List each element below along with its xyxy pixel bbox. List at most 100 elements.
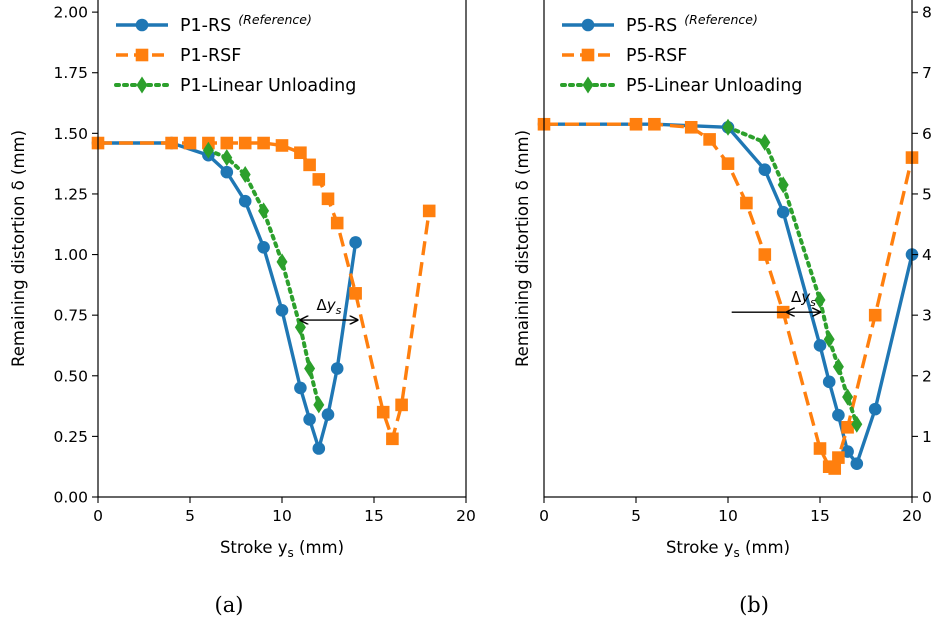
ticks-layer-a: 0 5 10 15 20 0.00 0.25 0.50 0.75 1.00 1.25 1.50 1.75…	[53, 4, 475, 525]
data-point	[312, 442, 326, 455]
data-point	[275, 304, 289, 317]
data-point	[294, 318, 306, 336]
data-point	[165, 136, 178, 150]
data-point	[202, 141, 214, 159]
x-tick-label: 5	[185, 507, 195, 525]
data-point	[313, 396, 325, 414]
caption-b: (b)	[739, 593, 769, 617]
data-point	[386, 432, 399, 446]
y-tick-label: 7	[922, 64, 932, 82]
series-line-p5-linear-unloading	[726, 125, 859, 427]
data-point	[629, 117, 643, 131]
data-point	[422, 204, 436, 218]
x-tick-label: 5	[631, 507, 641, 525]
data-point	[221, 149, 233, 167]
series-layer-b	[537, 117, 919, 475]
data-point	[376, 405, 390, 419]
y-tick-label: 0	[922, 489, 932, 507]
data-point	[220, 165, 234, 179]
y-axis-label-b: Remaining distortion δ (mm)	[513, 130, 532, 367]
data-point	[304, 360, 316, 378]
y-axis-label-a: Remaining distortion δ (mm)	[9, 130, 28, 367]
legend-marker	[581, 48, 595, 62]
x-axis-label-a: Stroke ys (mm)	[220, 538, 344, 560]
data-point	[841, 420, 854, 434]
data-point	[330, 362, 344, 375]
x-tick-label: 20	[456, 507, 476, 525]
data-point	[868, 402, 882, 416]
data-point	[842, 388, 854, 406]
legend-marker	[135, 18, 149, 32]
y-tick-label: 0.00	[53, 489, 88, 507]
data-point	[828, 462, 842, 475]
data-point	[777, 176, 789, 194]
data-point	[740, 196, 753, 210]
y-tick-label: 0.50	[53, 367, 88, 385]
data-point	[868, 308, 882, 322]
x-tick-label: 0	[93, 507, 103, 525]
data-point	[239, 166, 251, 184]
data-point	[321, 408, 335, 421]
legend-label: P1-Linear Unloading	[180, 76, 356, 96]
data-point	[758, 163, 772, 177]
data-point	[648, 117, 661, 131]
series-line-p5-rs	[544, 122, 914, 466]
y-tick-label: 2	[922, 367, 932, 385]
y-tick-label: 5	[922, 185, 932, 203]
data-point	[703, 133, 716, 146]
y-tick-label: 6	[922, 125, 932, 143]
x-tick-label: 10	[718, 507, 738, 525]
data-point	[684, 120, 698, 134]
legend-reference-note: (Reference)	[238, 12, 312, 27]
data-point	[183, 136, 197, 150]
data-point	[276, 253, 288, 271]
x-tick-label: 10	[272, 507, 292, 525]
legend-marker	[136, 76, 148, 94]
chart-panel-a: Δys 0 5 10 15 20 0.00 0.25 0.50 0.75 1.00 1.25 1.50…	[9, 0, 476, 617]
legend-label: P5-RS	[626, 16, 677, 36]
legend-reference-note: (Reference)	[684, 12, 758, 27]
legend-label: P5-Linear Unloading	[626, 76, 802, 96]
data-point	[258, 202, 270, 220]
x-tick-label: 0	[539, 507, 549, 525]
data-point	[813, 442, 827, 455]
data-point	[238, 194, 252, 208]
data-point	[721, 157, 735, 170]
data-point	[238, 136, 252, 150]
data-point	[220, 136, 234, 150]
data-point	[257, 240, 270, 254]
data-point	[813, 339, 827, 352]
data-point	[822, 375, 836, 389]
data-point	[294, 381, 307, 395]
data-point	[832, 408, 845, 422]
data-point	[257, 136, 270, 150]
y-tick-label: 4	[922, 246, 932, 264]
y-tick-label: 0.75	[53, 307, 88, 325]
data-point	[303, 413, 316, 426]
y-tick-label: 1	[922, 428, 932, 446]
y-tick-label: 3	[922, 307, 932, 325]
y-tick-label: 1.50	[53, 125, 88, 143]
data-point	[321, 192, 335, 206]
data-point	[349, 287, 362, 300]
legend-label: P5-RSF	[626, 46, 687, 66]
data-point	[851, 415, 863, 433]
data-point	[395, 398, 408, 412]
delta-ys-label: Δys	[316, 296, 341, 317]
data-point	[330, 216, 344, 230]
series-line-p1-rsf	[98, 141, 431, 441]
data-point	[759, 133, 771, 151]
data-point	[776, 205, 790, 219]
x-tick-label: 20	[902, 507, 922, 525]
data-point	[294, 146, 307, 160]
series-line-p1-linear-unloading	[206, 148, 321, 407]
data-point	[349, 236, 362, 249]
data-point	[275, 139, 289, 152]
data-point	[814, 291, 826, 309]
y-tick-label: 1.75	[53, 64, 88, 82]
series-layer-a	[91, 136, 436, 455]
x-tick-label: 15	[810, 507, 830, 525]
